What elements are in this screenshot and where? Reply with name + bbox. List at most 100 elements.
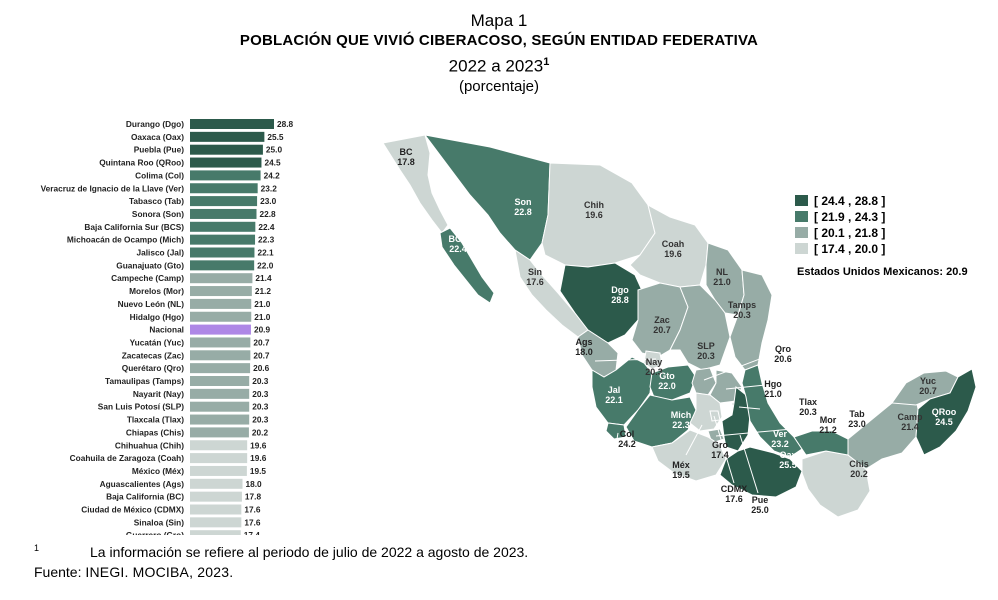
state-shape-hgo[interactable] [709,369,743,404]
bar[interactable] [190,273,253,284]
state-value: 17.6 [725,494,743,504]
state-shape-col[interactable] [605,422,627,440]
bar[interactable] [190,517,242,528]
bar-value-label: 22.3 [258,235,275,245]
legend-swatch [795,195,808,206]
state-shape-ags[interactable] [643,350,663,370]
bar-category-label: Guanajuato (Gto) [116,260,184,270]
legend-item: [ 20.1 , 21.8 ] [795,225,885,240]
state-label: Oax [779,450,796,460]
bar[interactable] [190,234,256,245]
chart-unit: (porcentaje) [458,77,540,95]
state-label: Jal [608,385,621,395]
bar-value-label: 20.9 [254,325,271,335]
state-value: 19.6 [664,249,682,259]
bar-value-label: 17.4 [244,530,261,535]
state-value: 20.3 [733,310,751,320]
map-number: Mapa 1 [470,11,528,30]
bar[interactable] [190,504,242,515]
bar[interactable] [190,478,243,489]
bar[interactable] [190,247,255,258]
bar[interactable] [190,170,261,181]
bar-value-label: 23.0 [260,196,277,206]
bar-value-label: 21.2 [255,286,272,296]
state-shape-mex[interactable] [689,392,723,432]
bar[interactable] [190,286,252,297]
bar[interactable] [190,388,250,399]
state-value: 21.4 [901,422,919,432]
bar[interactable] [190,530,241,535]
bar[interactable] [190,376,250,386]
bar[interactable] [190,401,250,412]
bar[interactable] [190,221,256,232]
legend-swatch [795,211,808,222]
state-shape-oax[interactable] [719,446,803,498]
state-label: Col [620,429,635,439]
state-value: 24.2 [618,439,636,449]
bar[interactable] [190,311,252,322]
bar[interactable] [190,350,251,361]
bar[interactable] [190,453,248,464]
bar[interactable] [190,183,258,194]
bar[interactable] [190,298,252,309]
bar[interactable] [190,440,248,451]
legend-label: [ 20.1 , 21.8 ] [814,225,886,240]
state-shape-jal[interactable] [591,356,653,426]
bar[interactable] [190,260,255,271]
state-value: 22.0 [658,381,676,391]
bar[interactable] [190,491,242,502]
state-value: 19.5 [672,470,690,480]
legend-item: [ 17.4 , 20.0 ] [795,241,885,256]
bar[interactable] [190,363,251,374]
bar-category-label: Puebla (Pue) [134,145,184,155]
bar[interactable] [190,427,249,438]
state-label: Mor [820,415,837,425]
state-label: Dgo [611,285,629,295]
state-shape-bc[interactable] [382,134,449,234]
state-shape-cdmx[interactable] [709,410,721,422]
bar-value-label: 20.2 [252,427,269,437]
bar[interactable] [190,119,274,129]
state-label: NL [716,267,728,277]
state-shape-ver[interactable] [741,364,803,458]
bar-value-label: 19.5 [250,466,267,476]
state-shape-bcs[interactable] [439,227,495,304]
state-label: Zac [654,315,670,325]
legend-item: [ 24.4 , 28.8 ] [795,193,885,208]
bar-value-label: 25.0 [266,145,283,155]
bar[interactable] [190,324,251,335]
bar-value-label: 20.3 [252,415,269,425]
bar-category-label: Chiapas (Chis) [126,427,184,437]
bar[interactable] [190,208,257,219]
legend-label: [ 24.4 , 28.8 ] [814,193,886,208]
legend-label: [ 21.9 , 24.3 ] [814,209,886,224]
bar[interactable] [190,465,247,476]
state-label: BCS [448,234,467,244]
bar[interactable] [190,131,265,142]
bar-category-label: Hidalgo (Hgo) [130,312,185,322]
state-label: Yuc [920,376,936,386]
bar-value-label: 21.0 [254,312,271,322]
state-value: 22.1 [605,395,623,405]
bar-value-label: 28.8 [277,119,294,129]
bar[interactable] [190,414,250,425]
bar-category-label: Chihuahua (Chih) [115,440,184,450]
bar[interactable] [190,144,263,155]
footnote-mark: 1 [34,543,40,553]
state-shape-gto[interactable] [649,364,697,401]
bar[interactable] [190,196,258,207]
state-label: Tab [849,409,865,419]
bar-value-label: 23.2 [261,183,278,193]
state-shape-qroo[interactable] [915,368,977,456]
bar-category-label: Quintana Roo (QRoo) [99,158,184,168]
bar-category-label: Yucatán (Yuc) [130,337,185,347]
state-value: 20.7 [919,386,937,396]
bar[interactable] [190,337,251,348]
state-value: 23.2 [771,439,789,449]
state-shape-dgo[interactable] [559,262,646,344]
bar-value-label: 24.2 [264,170,281,180]
bar[interactable] [190,157,262,168]
bar-value-label: 21.4 [255,273,272,283]
state-shape-nl[interactable] [705,242,745,316]
state-label: Gto [659,371,675,381]
